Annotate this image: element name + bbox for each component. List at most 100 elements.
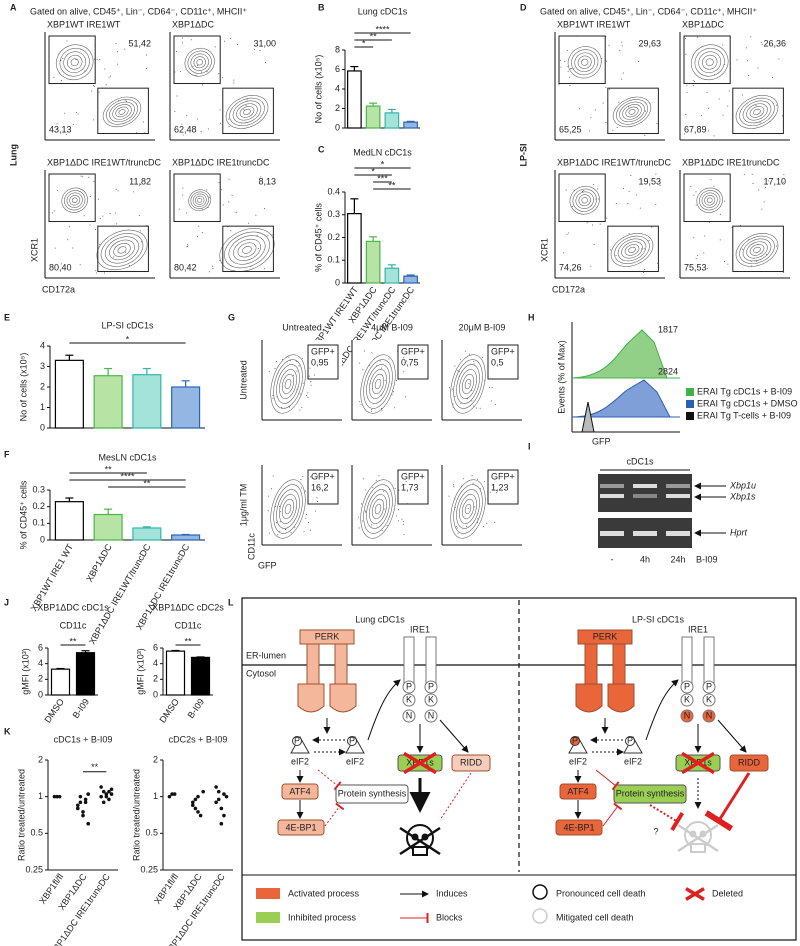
bar [403,121,418,129]
event-dot [218,182,220,184]
event-dot [569,68,571,70]
event-dot [562,252,564,254]
contour [224,231,270,269]
gating-note: Gated on alive, CD45⁺, Lin⁻, CD64⁻, CD11… [30,6,247,16]
event-dot [628,232,630,234]
contour [109,239,135,261]
event-dot [371,524,373,526]
contour [112,104,132,120]
event-dot [697,255,699,257]
contour [581,197,588,204]
event-dot [727,105,729,107]
event-dot [299,393,301,395]
contour [366,364,390,404]
band [633,494,657,498]
event-dot [82,176,84,178]
phospho-label: P [572,735,578,745]
contour [188,189,212,212]
event-dot [560,66,562,68]
gate-label: GFP+ [401,471,425,481]
event-dot [579,108,581,110]
event-dot [558,84,560,86]
band [633,484,657,488]
plot-title: XBP1ΔDC [682,19,725,29]
ire1-domain [424,709,438,723]
cell-death [412,846,428,856]
bar [93,375,123,429]
event-dot [309,367,311,369]
band [633,531,657,536]
domain-label: N [684,710,691,720]
contour [233,238,261,261]
bar [54,359,84,429]
event-dot [778,58,780,60]
contour [461,373,475,395]
gate-value: 65,25 [559,124,582,134]
protein-label: 4E-BP1 [285,822,316,832]
perk [329,683,357,713]
contour [739,235,775,265]
data-point [216,789,221,794]
event-dot [473,361,475,363]
contour [456,489,480,529]
event-dot [616,126,618,128]
data-point [172,792,177,796]
event-dot [288,356,290,358]
event-dot [316,497,318,499]
event-dot [53,210,55,212]
event-dot [645,110,647,112]
perk [306,643,320,687]
perk [577,629,633,645]
contour [363,484,393,534]
event-dot [453,486,455,488]
protein-label: eIF2 [624,756,642,766]
event-dot [235,211,237,213]
side-title: Lung cDC1s [355,614,405,624]
event-dot [212,268,214,270]
event-dot [364,489,366,491]
event-dot [394,488,396,490]
process-label: Protein synthesis [338,788,407,798]
contour [66,192,83,208]
data-point [219,806,224,811]
event-dot [405,396,407,398]
contour [196,59,203,66]
y-axis-label: % of CD45⁺ cells [18,480,28,549]
event-dot [53,76,55,78]
event-dot [222,204,224,206]
contour [270,479,306,539]
data-point [99,794,103,799]
domain-label: N [706,710,713,720]
contour [453,359,483,409]
event-dot [571,206,573,208]
error-bar [56,667,65,670]
plot-title: XBP1ΔDC IRE1WT/truncDC [557,157,672,167]
event-dot [66,40,68,42]
event-dot [636,194,638,196]
event-dot [372,487,374,489]
event-dot [648,240,650,242]
x-tick-label: B-I09 [71,697,92,720]
data-point [214,785,218,789]
event-dot [308,375,310,377]
column-title: 4μM B-I09 [371,322,413,332]
contour [749,244,765,256]
contour [276,364,300,404]
panel-letter: I [528,441,531,451]
significance-label: * [362,38,366,48]
panel-letter: L [228,597,234,607]
event-dot [243,109,245,111]
cell-death [677,823,719,853]
legend-swatch [686,388,694,396]
y-tick-label: 4 [38,658,43,668]
event-dot [594,109,596,111]
event-dot [267,510,269,512]
error-bar [369,236,378,242]
event-dot [307,396,309,398]
event-dot [384,508,386,510]
event-dot [495,403,497,405]
contour [628,246,636,253]
event-dot [54,247,56,249]
contour [453,484,483,534]
contour [243,108,251,115]
